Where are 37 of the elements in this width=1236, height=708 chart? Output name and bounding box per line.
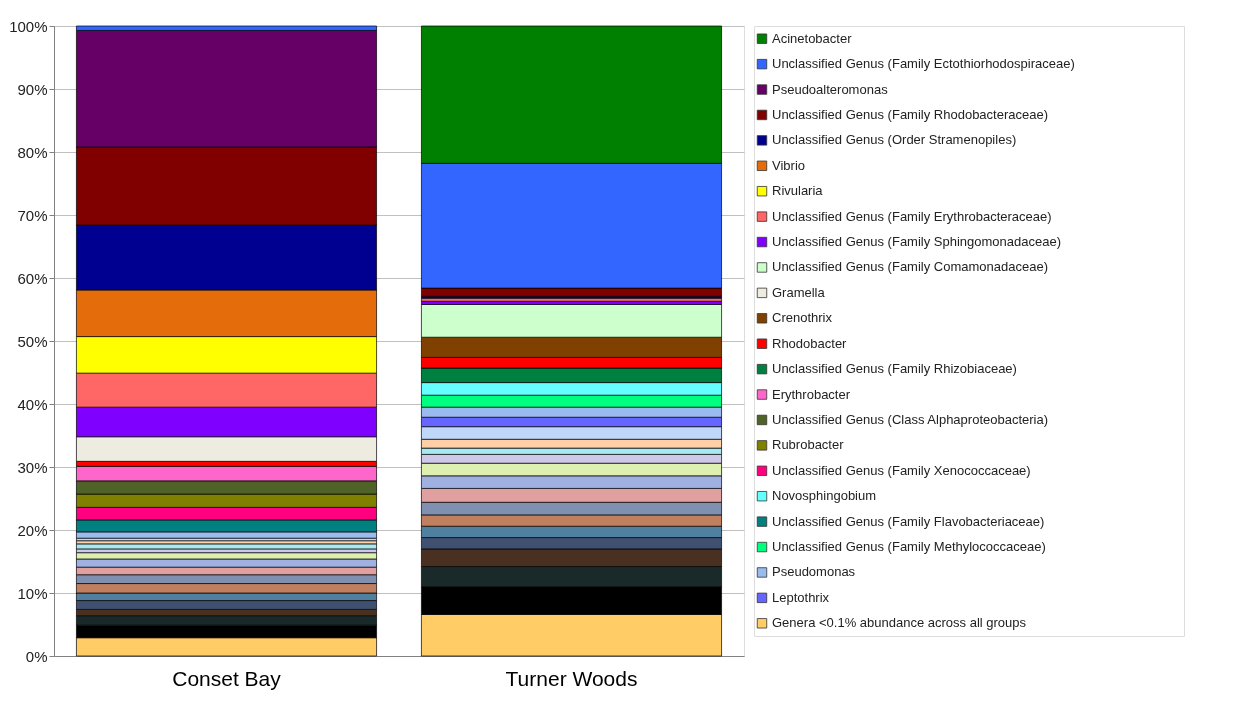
- y-tick-label: 90%: [17, 80, 48, 98]
- legend-label: Gramella: [772, 284, 826, 300]
- y-tick-label: 40%: [17, 395, 48, 413]
- legend-label: Unclassified Genus (Family Xenococcaceae): [772, 462, 1031, 478]
- legend-label: Pseudomonas: [772, 564, 856, 580]
- legend-label: Unclassified Genus (Order Stramenopiles): [772, 132, 1017, 148]
- x-tick-label: Conset Bay: [172, 666, 282, 690]
- legend-label: Vibrio: [772, 157, 806, 173]
- y-tick-label: 70%: [17, 206, 48, 224]
- y-tick-label: 50%: [17, 332, 48, 350]
- legend-label: Pseudoalteromonas: [772, 81, 889, 97]
- legend-label: Erythrobacter: [772, 386, 851, 402]
- x-tick-label: Turner Woods: [505, 666, 638, 690]
- legend-label: Unclassified Genus (Family Rhodobacteraceae): [772, 106, 1049, 122]
- y-tick-label: 100%: [9, 17, 48, 35]
- legend-label: Crenothrix: [772, 310, 833, 326]
- legend-label: Unclassified Genus (Class Alphaproteobacteria): [772, 411, 1049, 427]
- legend-label: Genera <0.1% abundance across all groups: [772, 615, 1027, 631]
- y-tick-label: 0%: [25, 647, 48, 665]
- legend-label: Unclassified Genus (Family Ectothiorhodospiraceae): [772, 56, 1075, 72]
- y-tick-label: 80%: [17, 143, 48, 161]
- legend-label: Rubrobacter: [772, 437, 845, 453]
- legend-label: Unclassified Genus (Family Comamonadaceae): [772, 259, 1049, 275]
- legend-label: Unclassified Genus (Family Sphingomonadaceae): [772, 234, 1062, 250]
- y-tick-label: 60%: [17, 269, 48, 287]
- legend-label: Leptothrix: [772, 589, 830, 605]
- legend-label: Acinetobacter: [772, 30, 853, 46]
- y-tick-label: 20%: [17, 521, 48, 539]
- legend-label: Unclassified Genus (Family Methylococcaceae): [772, 539, 1046, 555]
- y-tick-label: 30%: [17, 458, 48, 476]
- legend-label: Unclassified Genus (Family Rhizobiaceae): [772, 361, 1017, 377]
- legend-label: Unclassified Genus (Family Flavobacteriaceae): [772, 513, 1045, 529]
- legend-label: Rhodobacter: [772, 335, 848, 351]
- legend-label: Novosphingobium: [772, 488, 877, 504]
- legend-label: Unclassified Genus (Family Erythrobacteraceae): [772, 208, 1052, 224]
- y-tick-label: 10%: [17, 584, 48, 602]
- legend-label: Rivularia: [772, 183, 824, 199]
